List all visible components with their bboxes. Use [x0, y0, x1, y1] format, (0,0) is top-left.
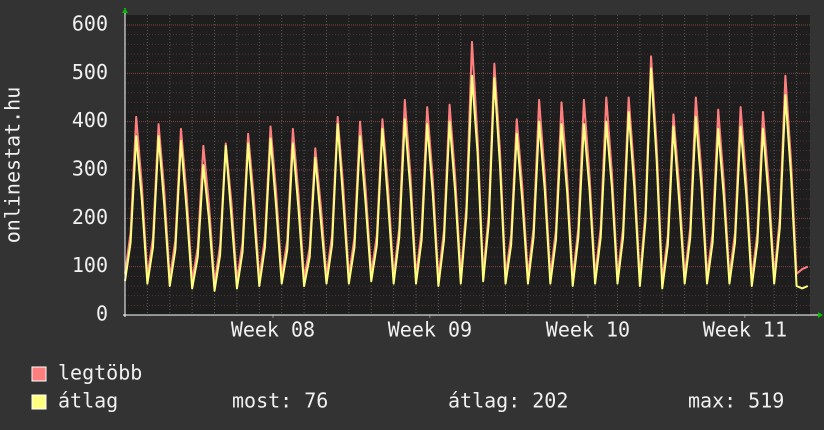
y-tick-label: 400 [72, 108, 108, 132]
y-tick-label: 600 [72, 12, 108, 36]
series-line [124, 67, 809, 292]
x-tick-label: Week 09 [388, 318, 472, 342]
x-tick-label: Week 11 [703, 318, 787, 342]
x-tick-label: Week 10 [546, 318, 630, 342]
x-tick-label: Week 08 [231, 318, 315, 342]
stat-label: most: [232, 389, 292, 413]
y-tick-label: 500 [72, 60, 108, 84]
stat-label: átlag: [448, 389, 520, 413]
y-tick-label: 0 [96, 302, 108, 326]
legend-label: átlag [58, 389, 118, 413]
stat-value: 519 [748, 389, 784, 413]
y-axis-label: onlinestat.hu [1, 87, 25, 244]
legend-swatch [31, 394, 47, 410]
stat-value: 202 [532, 389, 568, 413]
y-tick-label: 100 [72, 253, 108, 277]
stat-label: max: [688, 389, 736, 413]
y-axis-arrow [122, 8, 128, 13]
y-tick-label: 200 [72, 205, 108, 229]
legend-swatch [31, 366, 47, 382]
legend-label: legtöbb [58, 361, 142, 385]
y-tick-label: 300 [72, 157, 108, 181]
x-axis-arrow [818, 312, 823, 318]
stat-value: 76 [304, 389, 328, 413]
